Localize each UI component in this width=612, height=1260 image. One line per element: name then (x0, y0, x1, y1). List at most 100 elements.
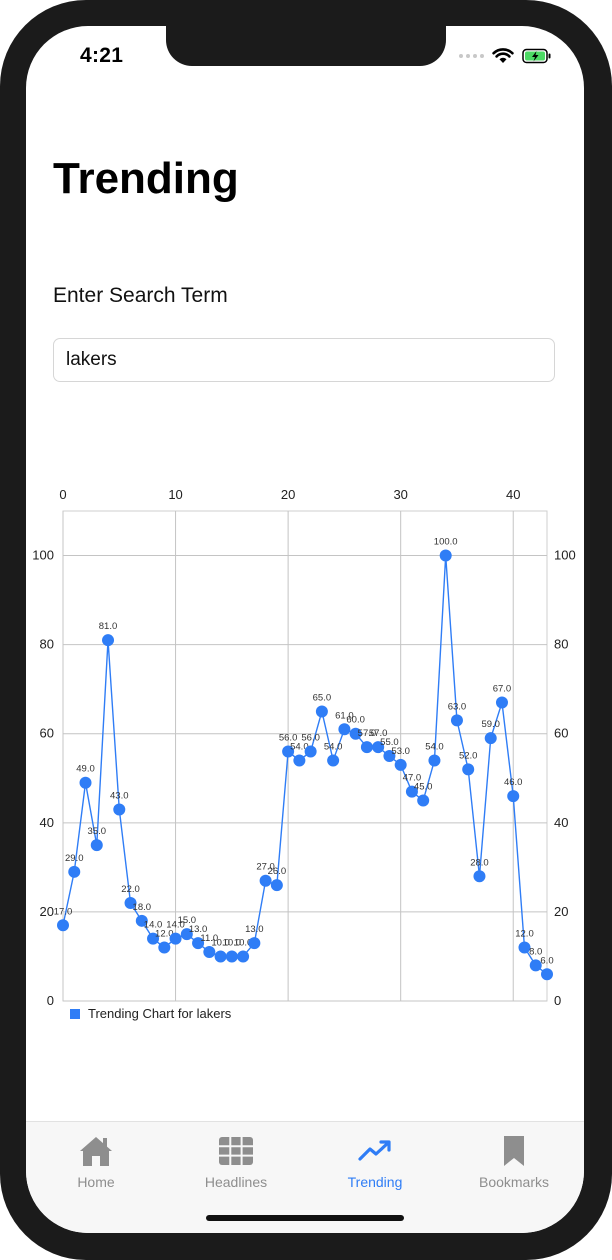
data-label: 47.0 (403, 773, 422, 784)
tab-home[interactable]: Home (36, 1134, 156, 1190)
notch (166, 26, 446, 66)
data-label: 17.0 (54, 906, 73, 917)
search-input[interactable] (53, 338, 555, 382)
data-point (349, 727, 362, 740)
y-tick-label-left: 40 (40, 815, 54, 830)
tab-bookmarks[interactable]: Bookmarks (454, 1134, 574, 1190)
data-label: 54.0 (290, 741, 309, 752)
data-label: 65.0 (313, 692, 332, 703)
x-tick-label: 30 (393, 487, 407, 502)
data-point (259, 874, 272, 887)
trending-icon (358, 1140, 391, 1161)
y-tick-label-left: 80 (40, 637, 54, 652)
data-point (158, 941, 171, 954)
tab-trending[interactable]: Trending (315, 1134, 435, 1190)
data-point (405, 785, 418, 798)
cellular-signal-icon (459, 54, 484, 58)
data-label: 12.0 (515, 929, 534, 940)
battery-charging-icon (522, 48, 551, 64)
data-point (135, 914, 148, 927)
app-screen: 4:21 Trending Enter Search Term 0 10 20 30 4… (26, 26, 584, 1233)
data-label: 52.0 (459, 750, 478, 761)
data-point (383, 750, 396, 762)
data-label: 56.0 (301, 733, 320, 744)
data-point (439, 549, 452, 562)
data-point (495, 696, 508, 709)
data-point (293, 754, 306, 767)
data-point (417, 794, 430, 807)
search-label: Enter Search Term (53, 284, 228, 307)
y-tick-label-right: 80 (554, 637, 568, 652)
data-point (214, 950, 227, 963)
data-point (203, 946, 216, 958)
data-point (270, 879, 283, 892)
legend-swatch (70, 1008, 80, 1019)
x-tick-label: 10 (168, 487, 182, 502)
data-point (541, 968, 553, 981)
chart-legend: Trending Chart for lakers (70, 1006, 231, 1021)
data-label: 26.0 (268, 866, 287, 877)
y-tick-label-left: 20 (40, 904, 54, 919)
data-label: 54.0 (324, 741, 343, 752)
y-tick-label-right: 0 (554, 993, 561, 1008)
data-point (102, 634, 115, 647)
data-label: 55.0 (380, 737, 399, 748)
data-label: 43.0 (110, 790, 129, 801)
data-point (225, 950, 238, 963)
data-label: 81.0 (99, 621, 118, 632)
data-point (450, 714, 463, 727)
data-label: 10.0 (223, 937, 242, 948)
data-label: 14.0 (144, 920, 163, 931)
data-point (327, 754, 340, 767)
data-point (248, 937, 261, 950)
data-point (372, 741, 385, 754)
data-label: 10.0 (211, 937, 230, 948)
tab-headlines[interactable]: Headlines (176, 1134, 296, 1190)
wifi-icon (492, 48, 514, 63)
data-point (428, 754, 441, 767)
x-tick-label: 20 (281, 487, 295, 502)
tab-trending-label: Trending (347, 1174, 403, 1190)
data-point (394, 758, 407, 771)
x-tick-label: 0 (59, 487, 66, 502)
data-label: 18.0 (133, 902, 152, 913)
data-label: 35.0 (88, 826, 107, 837)
data-label: 28.0 (470, 857, 489, 868)
data-point (484, 732, 497, 745)
data-point (192, 937, 205, 950)
y-tick-label-right: 20 (554, 904, 568, 919)
data-label: 13.0 (189, 924, 208, 935)
bookmark-icon (504, 1136, 524, 1166)
data-label: 67.0 (493, 684, 512, 695)
data-label: 61.0 (335, 710, 354, 721)
tab-home-label: Home (77, 1174, 115, 1190)
y-tick-label-right: 60 (554, 726, 568, 741)
data-label: 100.0 (434, 537, 458, 548)
data-label: 57.0 (369, 728, 388, 739)
data-label: 59.0 (481, 719, 500, 730)
y-tick-label-left: 60 (40, 726, 54, 741)
status-time: 4:21 (80, 44, 124, 67)
data-point (360, 741, 373, 754)
data-label: 13.0 (245, 924, 263, 935)
data-label: 57.0 (358, 728, 377, 739)
data-label: 45.0 (414, 782, 433, 793)
page-title: Trending (53, 154, 239, 203)
data-label: 8.0 (529, 946, 542, 957)
data-point (79, 776, 92, 789)
data-label: 53.0 (391, 746, 410, 757)
data-point (338, 723, 351, 736)
tab-bookmarks-label: Bookmarks (478, 1174, 550, 1190)
data-label: 29.0 (65, 853, 84, 864)
tab-headlines-label: Headlines (204, 1174, 268, 1190)
data-point (304, 745, 317, 758)
data-label: 12.0 (155, 929, 174, 940)
data-point (462, 763, 475, 776)
data-label: 10.0 (234, 937, 253, 948)
y-tick-label-left: 100 (32, 548, 54, 563)
grid-icon (219, 1137, 253, 1165)
data-label: 14.0 (166, 920, 185, 931)
x-tick-label: 40 (506, 487, 520, 502)
data-point (473, 870, 486, 883)
